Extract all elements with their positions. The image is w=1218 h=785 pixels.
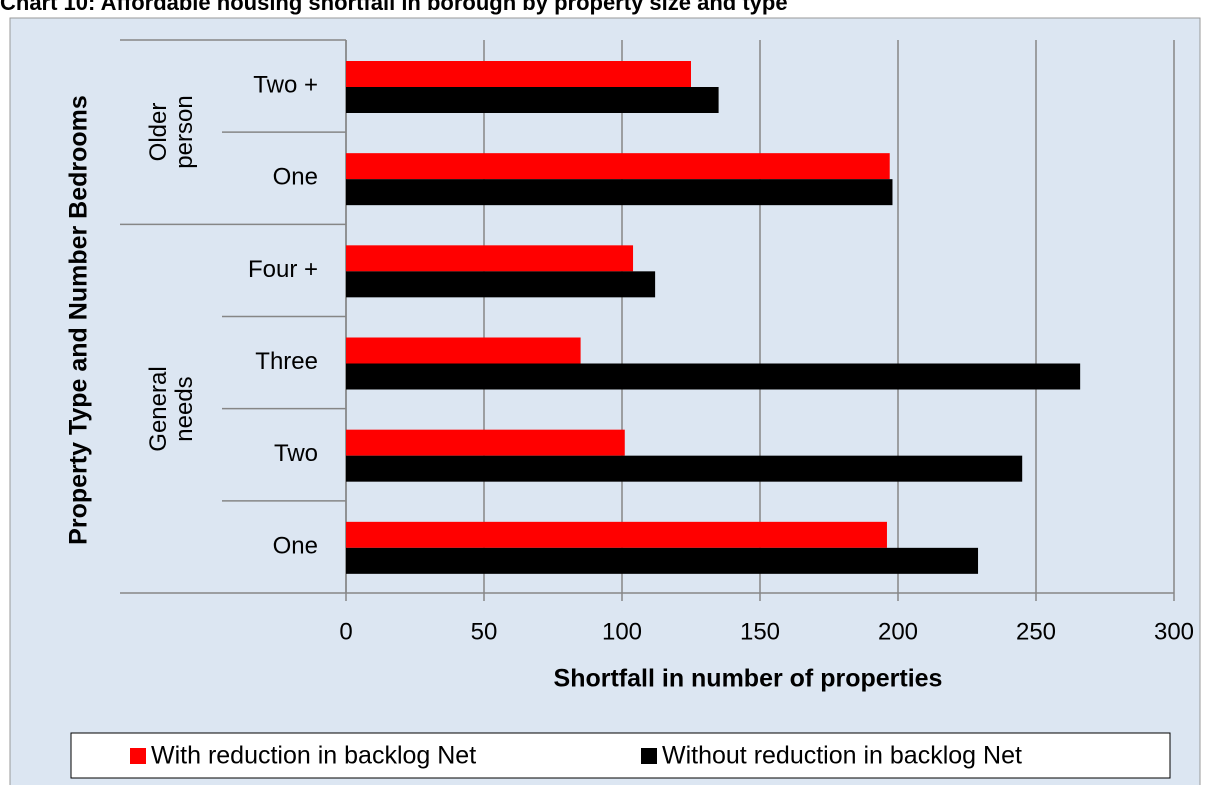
legend-label: With reduction in backlog Net xyxy=(151,742,476,770)
bar xyxy=(346,245,634,272)
legend-swatch xyxy=(130,748,146,764)
bar xyxy=(346,521,887,548)
x-tick-label: 100 xyxy=(602,618,642,645)
group-label: Older person xyxy=(145,95,198,169)
y-tick-label: One xyxy=(273,532,318,559)
legend-label: Without reduction in backlog Net xyxy=(662,742,1022,770)
x-tick-label: 250 xyxy=(1016,618,1056,645)
bar xyxy=(346,87,719,113)
y-tick-label: Four + xyxy=(248,256,318,283)
bar xyxy=(346,153,890,180)
legend xyxy=(70,732,1171,779)
chart-title: Chart 10: Affordable housing shortfall i… xyxy=(0,0,788,15)
bar xyxy=(346,547,979,574)
legend-swatch xyxy=(641,748,657,764)
bar xyxy=(346,429,625,456)
y-tick-label: Two xyxy=(274,440,318,467)
x-tick-label: 0 xyxy=(339,618,352,645)
x-axis-title: Shortfall in number of properties xyxy=(554,665,943,693)
bar xyxy=(346,363,1081,390)
group-label: General needs xyxy=(145,365,198,452)
y-tick-label: Two + xyxy=(253,71,318,98)
bar xyxy=(346,455,1023,482)
bar xyxy=(346,61,691,87)
y-tick-label: Three xyxy=(255,348,318,375)
bar xyxy=(346,179,893,206)
bar xyxy=(346,271,656,298)
x-tick-label: 50 xyxy=(471,618,498,645)
x-tick-label: 300 xyxy=(1154,618,1194,645)
y-axis-title: Property Type and Number Bedrooms xyxy=(65,95,93,545)
chart-background xyxy=(9,17,1201,785)
x-tick-label: 200 xyxy=(878,618,918,645)
bar xyxy=(346,337,581,364)
y-tick-label: One xyxy=(273,164,318,191)
x-tick-label: 150 xyxy=(740,618,780,645)
